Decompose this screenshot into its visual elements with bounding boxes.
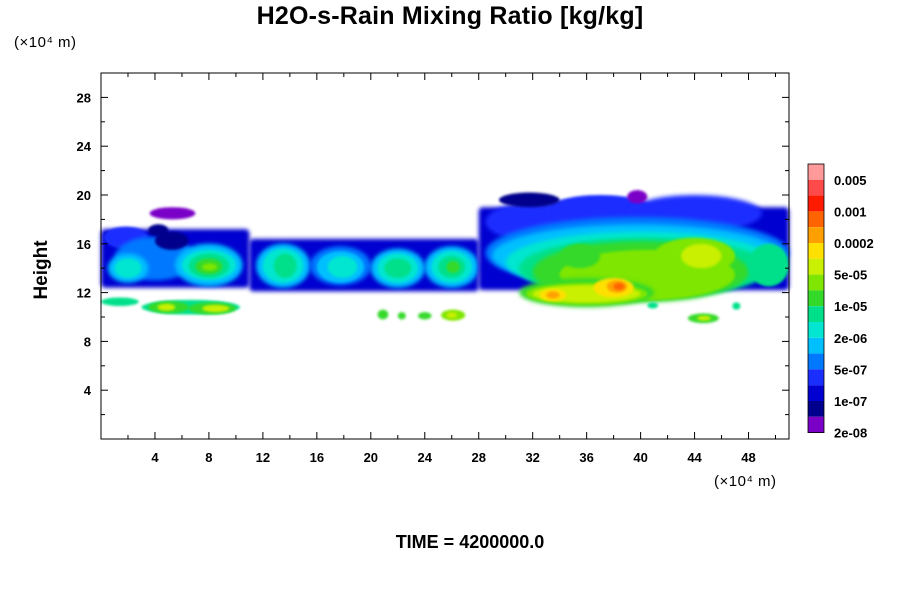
colorbar-swatch (808, 258, 824, 275)
x-tick-label: 48 (741, 450, 755, 465)
x-tick-label: 12 (256, 450, 270, 465)
colorbar-label: 0.001 (834, 204, 867, 219)
field-cell (613, 282, 625, 291)
y-tick-label: 4 (84, 383, 92, 398)
lower-central-band (377, 309, 389, 320)
x-axis: 4 8 12 16 20 24 28 32 36 40 44 48 (127, 73, 777, 465)
colorbar-swatch (808, 195, 824, 212)
field-cell (446, 312, 458, 319)
colorbar-swatch (808, 290, 824, 307)
upper-west-wisp (149, 207, 196, 220)
field-cell (681, 243, 722, 269)
colorbar-swatch (808, 385, 824, 401)
x-tick-label: 8 (205, 450, 212, 465)
colorbar-swatch (808, 369, 824, 386)
field-cell (327, 256, 358, 278)
colorbar-label: 5e-07 (834, 362, 867, 377)
y-axis-unit: (×10⁴ m) (14, 34, 77, 51)
field-cell (384, 258, 412, 278)
x-tick-label: 28 (471, 450, 485, 465)
x-tick-label: 44 (687, 450, 702, 465)
y-tick-label: 20 (77, 188, 91, 203)
field-cell (697, 315, 711, 321)
colorbar-label: 1e-05 (834, 299, 867, 314)
field-cell (732, 302, 741, 310)
colorbar-label: 1e-07 (834, 394, 867, 409)
colorbar-swatch (808, 164, 824, 180)
y-tick-label: 12 (77, 286, 91, 301)
colorbar-frame (807, 163, 825, 434)
colorbar-label: 0.0002 (834, 236, 874, 251)
x-tick-label: 4 (151, 450, 159, 465)
colorbar-label: 2e-08 (834, 426, 867, 441)
colorbar-swatch (808, 227, 824, 243)
x-tick-label: 16 (310, 450, 324, 465)
field-cell (202, 263, 218, 271)
colorbar-swatch (808, 322, 824, 338)
colorbar-label: 0.005 (834, 173, 867, 188)
field-cell (154, 231, 189, 250)
plot-frame (100, 72, 790, 440)
field-cell (418, 312, 432, 320)
colorbar-swatch (808, 179, 824, 196)
x-tick-label: 40 (633, 450, 647, 465)
field-cell (202, 304, 230, 313)
x-axis-unit: (×10⁴ m) (714, 473, 777, 490)
colorbar-swatch (808, 211, 824, 228)
x-tick-label: 32 (525, 450, 539, 465)
y-tick-label: 8 (84, 334, 91, 349)
y-tick-label: 16 (77, 237, 91, 252)
field-cell (148, 224, 169, 237)
colorbar: 0.005 0.001 0.0002 5e-05 1e-05 2e-06 5e-07 1e-0… (807, 163, 874, 441)
rain-mixing-ratio-field (101, 190, 789, 324)
colorbar-swatch (808, 243, 824, 259)
y-tick-label: 24 (77, 139, 92, 154)
x-tick-label: 24 (418, 450, 433, 465)
colorbar-label: 5e-05 (834, 268, 867, 283)
colorbar-label: 2e-06 (834, 331, 867, 346)
field-cell (273, 253, 297, 278)
field-cell (114, 258, 142, 278)
colorbar-swatch (808, 274, 824, 291)
field-cell (157, 303, 176, 311)
chart-title: H2O-s-Rain Mixing Ratio [kg/kg] (256, 2, 644, 30)
field-cell (397, 312, 406, 320)
field-cell (498, 192, 560, 208)
field-cell (546, 291, 560, 299)
y-tick-label: 28 (77, 90, 91, 105)
colorbar-swatch (808, 306, 824, 322)
colorbar-swatch (808, 353, 824, 370)
field-cell (647, 302, 659, 309)
field-cell (748, 243, 789, 287)
x-tick-label: 20 (364, 450, 378, 465)
x-tick-label: 36 (579, 450, 593, 465)
field-cell (627, 190, 648, 204)
time-label: TIME = 4200000.0 (395, 532, 545, 552)
colorbar-swatch (808, 416, 824, 433)
y-axis: 4 8 12 16 20 24 28 (77, 90, 789, 416)
field-cell (101, 297, 139, 307)
colorbar-swatch (808, 401, 824, 417)
colorbar-swatch (808, 337, 824, 354)
field-cell (559, 243, 601, 269)
field-cell (446, 260, 460, 274)
